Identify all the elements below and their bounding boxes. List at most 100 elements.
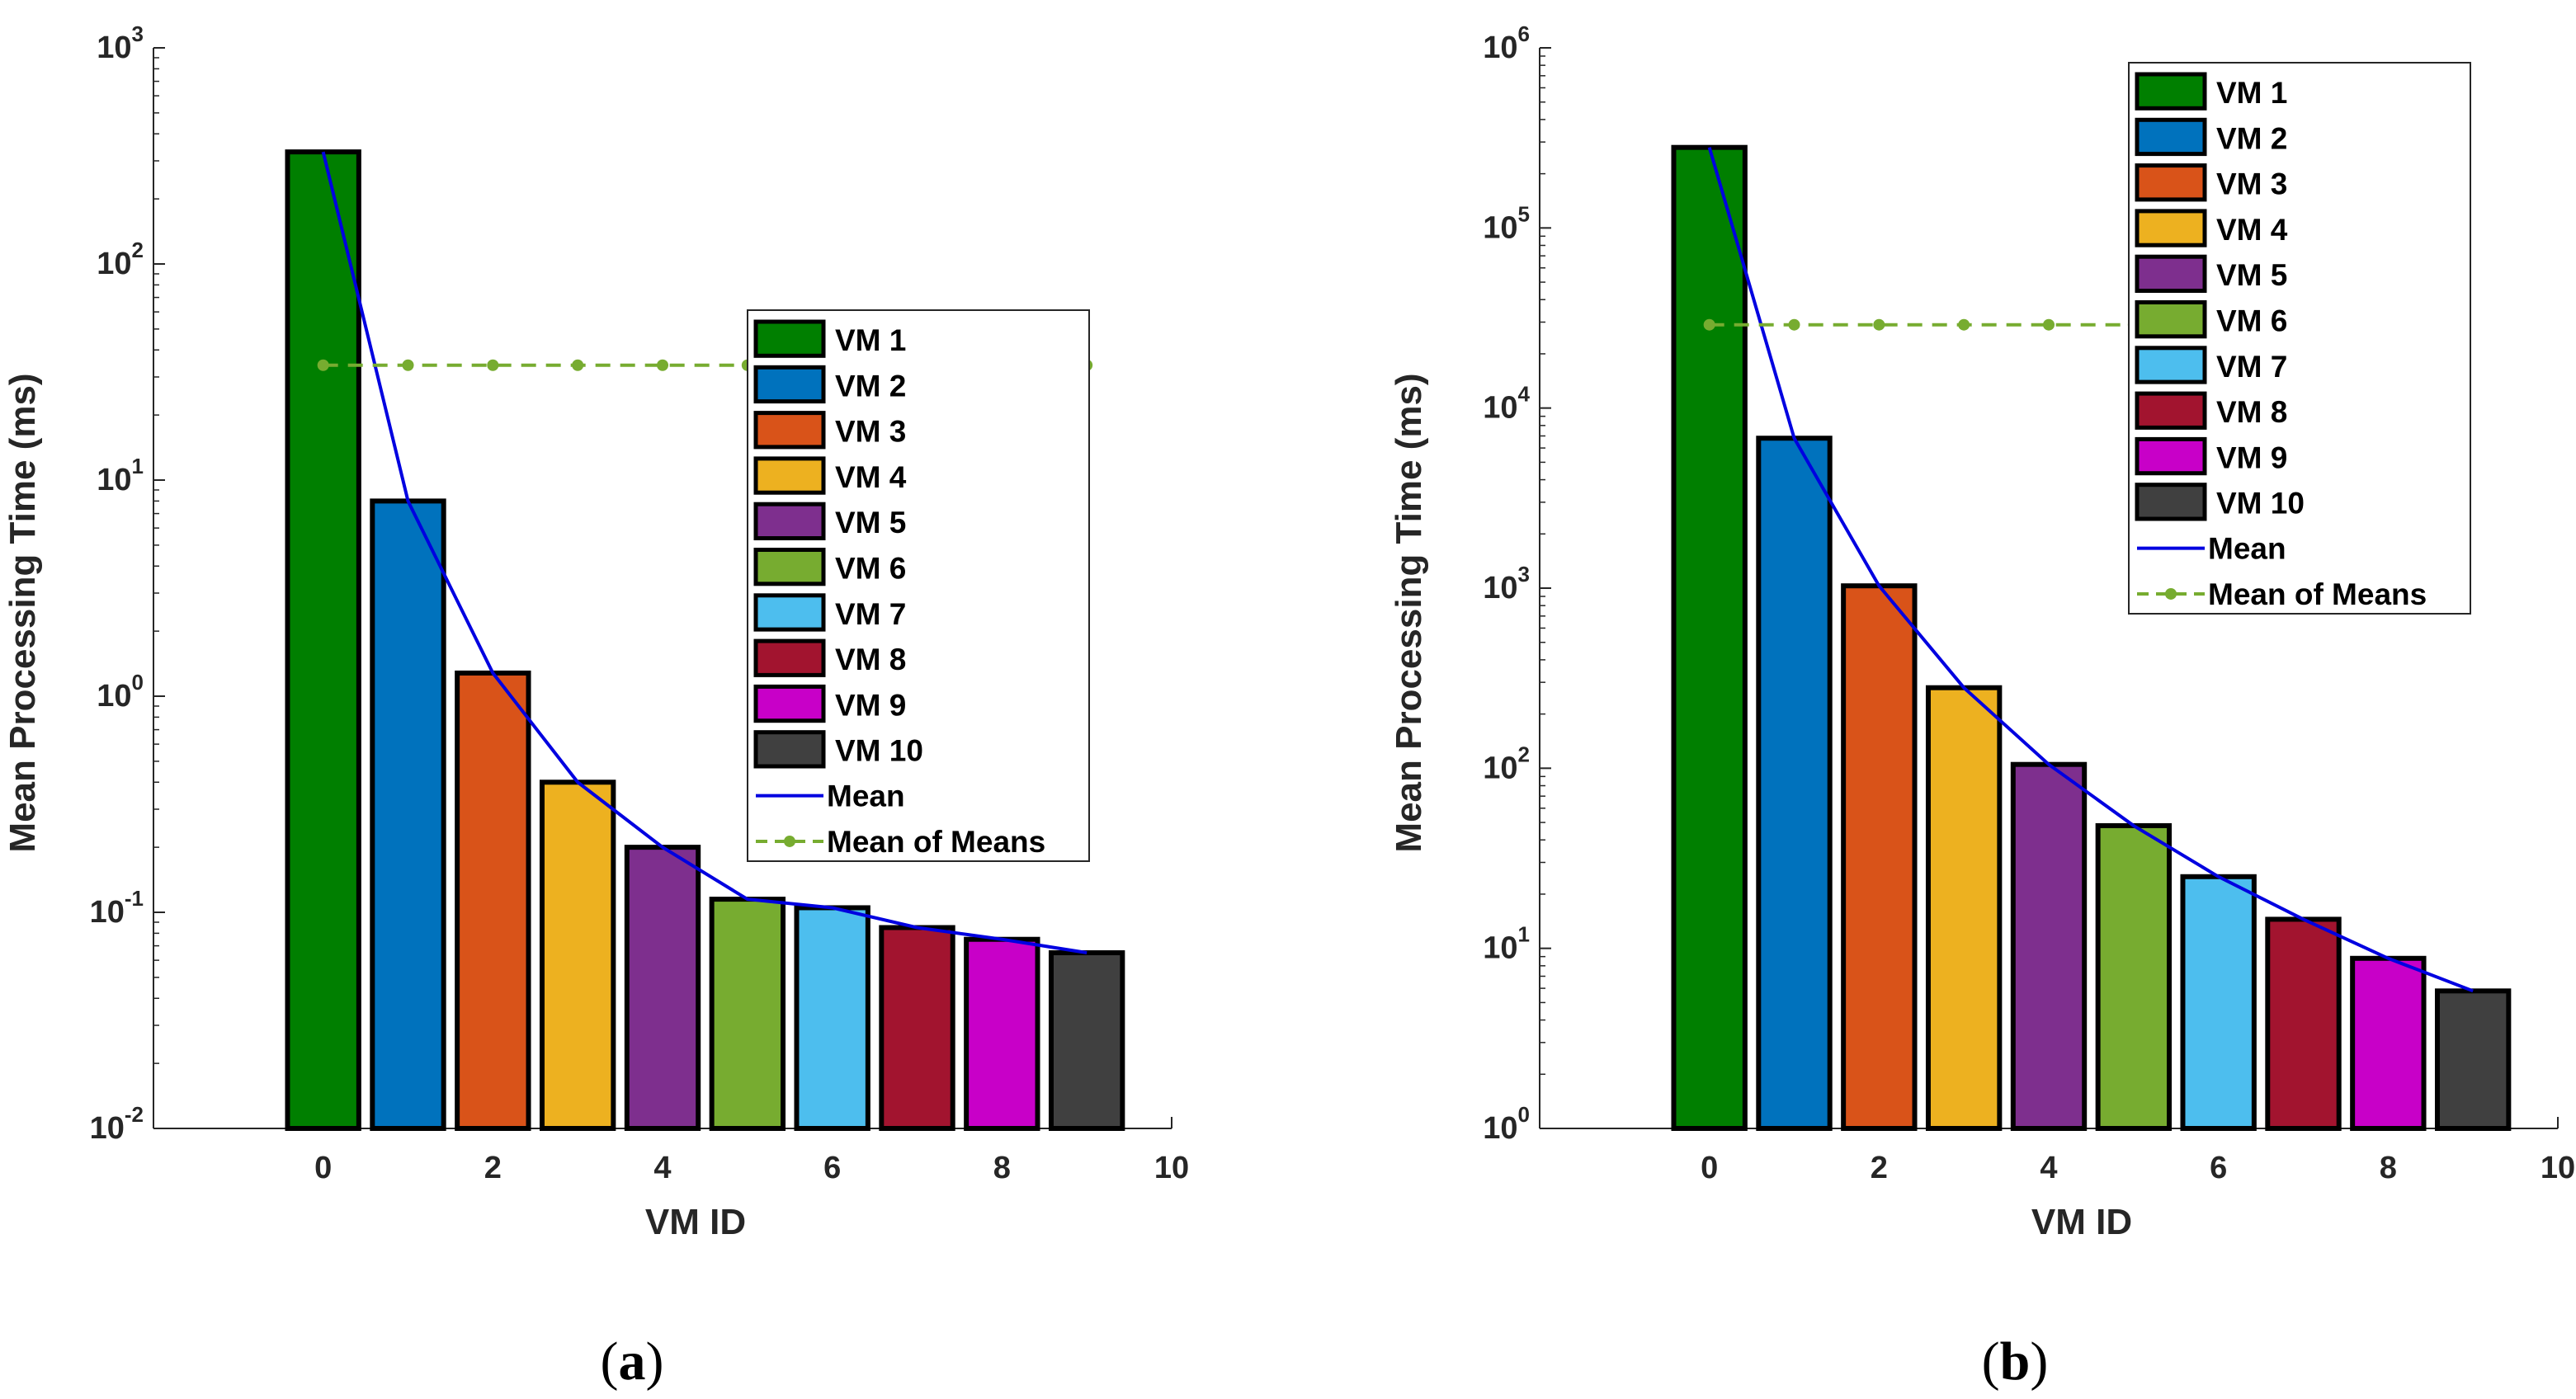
caption-a: (a)	[601, 1331, 664, 1392]
x-tick-label: 6	[2210, 1151, 2227, 1185]
bar-vm-2	[370, 498, 446, 1131]
bar-vm-10	[1048, 950, 1125, 1132]
y-tick-exponent: 3	[1518, 562, 1530, 586]
y-tick-exponent: 3	[132, 21, 144, 46]
y-tick-base: 10	[97, 247, 131, 281]
x-tick-label: 10	[1154, 1151, 1189, 1185]
y-tick-exponent: 6	[1518, 21, 1530, 46]
legend-label: VM 8	[835, 643, 906, 676]
x-axis-title: VM ID	[645, 1202, 746, 1242]
x-axis-title: VM ID	[2031, 1202, 2132, 1242]
mean-of-means-marker	[572, 359, 584, 371]
bar-vm-4	[539, 780, 616, 1131]
bar-vm-8	[2265, 916, 2342, 1132]
legend-label: Mean	[827, 780, 905, 813]
y-tick-base: 10	[1483, 210, 1517, 245]
y-tick-label: 102	[1483, 742, 1530, 785]
legend-label: VM 5	[2216, 258, 2287, 292]
x-tick-label: 0	[314, 1151, 332, 1185]
bar-vm-10	[2434, 988, 2512, 1132]
y-tick-label: 100	[97, 670, 144, 714]
bar-vm-7	[2180, 874, 2257, 1131]
legend-mom-marker	[784, 835, 795, 847]
mean-line	[1707, 147, 2474, 993]
legend-swatch-vm-3	[753, 411, 826, 450]
legend-swatch-vm-1	[753, 319, 826, 358]
mean-of-means-marker	[1873, 318, 1885, 331]
legend-mom-marker	[2165, 587, 2177, 600]
y-tick-exponent: 1	[132, 454, 144, 478]
y-tick-base: 10	[90, 1111, 125, 1146]
mean-of-means-marker	[1703, 318, 1715, 331]
y-tick-exponent: 2	[1518, 742, 1530, 766]
y-tick-base: 10	[97, 31, 131, 65]
legend-label: VM 1	[2216, 76, 2287, 110]
y-tick-label: 106	[1483, 21, 1530, 65]
y-tick-exponent: 5	[1518, 201, 1530, 226]
legend-label: VM 4	[835, 460, 907, 494]
x-tick-label: 6	[823, 1151, 841, 1185]
bar-vm-2	[1756, 436, 1833, 1131]
y-tick-base: 10	[1483, 751, 1517, 785]
bar-vm-9	[964, 936, 1040, 1132]
x-tick-label: 2	[1871, 1151, 1888, 1185]
bar-vm-6	[2095, 822, 2173, 1132]
bar-vm-7	[794, 905, 870, 1131]
mean-of-means-marker	[317, 359, 329, 371]
legend-swatch-vm-2	[753, 365, 826, 404]
y-tick-label: 101	[97, 454, 144, 497]
legend-swatch-vm-6	[753, 548, 826, 586]
mean-line	[321, 151, 1087, 954]
legend-swatch-vm-1	[2135, 72, 2207, 111]
x-tick-label: 4	[2040, 1151, 2057, 1185]
y-tick-exponent: 4	[1518, 382, 1531, 407]
legend-swatch-vm-10	[753, 730, 826, 769]
legend-swatch-vm-7	[753, 593, 826, 632]
mean-of-means-marker	[1958, 318, 1970, 331]
mean-of-means-marker	[2043, 318, 2055, 331]
legend-swatch-vm-6	[2135, 300, 2207, 339]
bar-vm-5	[2010, 761, 2088, 1132]
caption-b-letter: b	[2000, 1331, 2031, 1392]
y-tick-label: 10-1	[90, 886, 144, 930]
legend-label: VM 4	[2216, 213, 2288, 247]
x-tick-label: 0	[1701, 1151, 1718, 1185]
legend-label: VM 9	[835, 688, 906, 722]
x-tick-label: 4	[653, 1151, 671, 1185]
bar-vm-3	[455, 670, 531, 1131]
caption-a-letter: a	[619, 1331, 646, 1392]
y-tick-base: 10	[90, 895, 125, 930]
y-tick-base: 10	[1483, 931, 1517, 966]
y-tick-exponent: 1	[1518, 922, 1530, 947]
y-tick-exponent: -1	[125, 886, 144, 911]
legend-label: VM 2	[835, 369, 906, 403]
y-tick-base: 10	[1483, 1111, 1517, 1146]
legend-label: Mean of Means	[2208, 577, 2427, 611]
legend-label: VM 9	[2216, 440, 2287, 474]
x-tick-label: 2	[484, 1151, 502, 1185]
legend-label: VM 7	[835, 597, 906, 631]
legend-label: VM 1	[835, 323, 906, 357]
bar-vm-8	[879, 925, 955, 1131]
bar-vm-1	[285, 149, 361, 1132]
legend-swatch-vm-5	[753, 502, 826, 541]
bar-vm-1	[1671, 144, 1748, 1131]
y-tick-base: 10	[97, 463, 131, 497]
y-tick-base: 10	[1483, 391, 1517, 426]
legend-swatch-vm-4	[2135, 209, 2207, 247]
y-tick-exponent: 2	[132, 238, 144, 262]
legend-swatch-vm-7	[2135, 346, 2207, 384]
bar-vm-4	[1925, 685, 2003, 1131]
caption-b: (b)	[1982, 1331, 2049, 1392]
legend-swatch-vm-3	[2135, 163, 2207, 202]
y-tick-label: 100	[1483, 1102, 1530, 1146]
legend-label: VM 6	[835, 552, 906, 586]
y-tick-label: 102	[97, 238, 144, 281]
x-tick-label: 8	[2380, 1151, 2397, 1185]
y-tick-exponent: -2	[125, 1102, 144, 1127]
bar-vm-3	[1841, 583, 1918, 1131]
mean-of-means-marker	[657, 359, 668, 371]
